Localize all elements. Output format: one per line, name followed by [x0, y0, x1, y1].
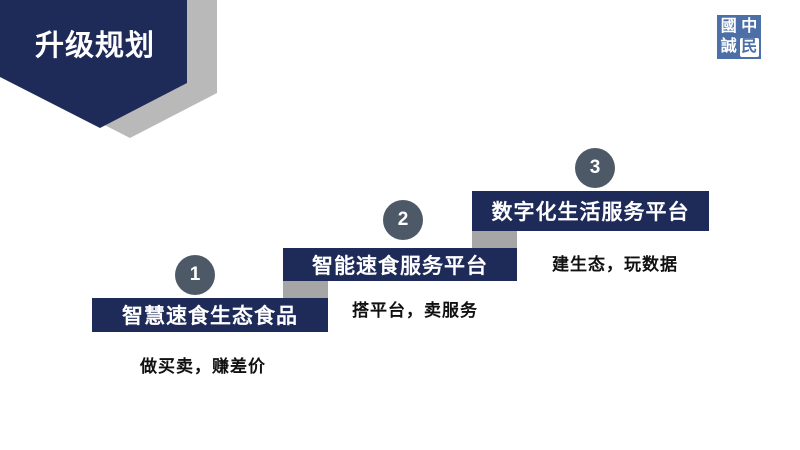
seal-character: 國 [720, 17, 737, 35]
step-bar: 智能速食服务平台 [283, 248, 517, 281]
step-bar: 数字化生活服务平台 [472, 191, 709, 231]
step-number-badge: 3 [575, 148, 615, 188]
seal-character: 民 [739, 37, 759, 57]
company-seal-logo: 國 中 誠 民 [717, 15, 761, 59]
step-number-badge: 2 [383, 200, 423, 240]
step-riser [283, 280, 328, 299]
step-bar: 智慧速食生态食品 [92, 298, 328, 332]
step-number-badge: 1 [175, 255, 215, 295]
step-number: 2 [397, 209, 409, 230]
step-bar-label: 智能速食服务平台 [312, 254, 488, 278]
step-caption: 搭平台，卖服务 [352, 301, 478, 320]
step-caption: 建生态，玩数据 [552, 255, 678, 274]
step-caption: 做买卖，赚差价 [140, 357, 266, 376]
step-bar-label: 智慧速食生态食品 [122, 305, 298, 328]
page-title: 升级规划 [35, 30, 156, 62]
seal-character: 誠 [720, 38, 737, 56]
step-number: 1 [189, 264, 201, 285]
banner-front-shape [0, 0, 187, 128]
step-bar-label: 数字化生活服务平台 [491, 201, 690, 224]
seal-character: 中 [741, 17, 758, 35]
step-number: 3 [589, 157, 601, 178]
step-riser [472, 230, 517, 249]
banner-ribbon-shape [0, 0, 217, 138]
